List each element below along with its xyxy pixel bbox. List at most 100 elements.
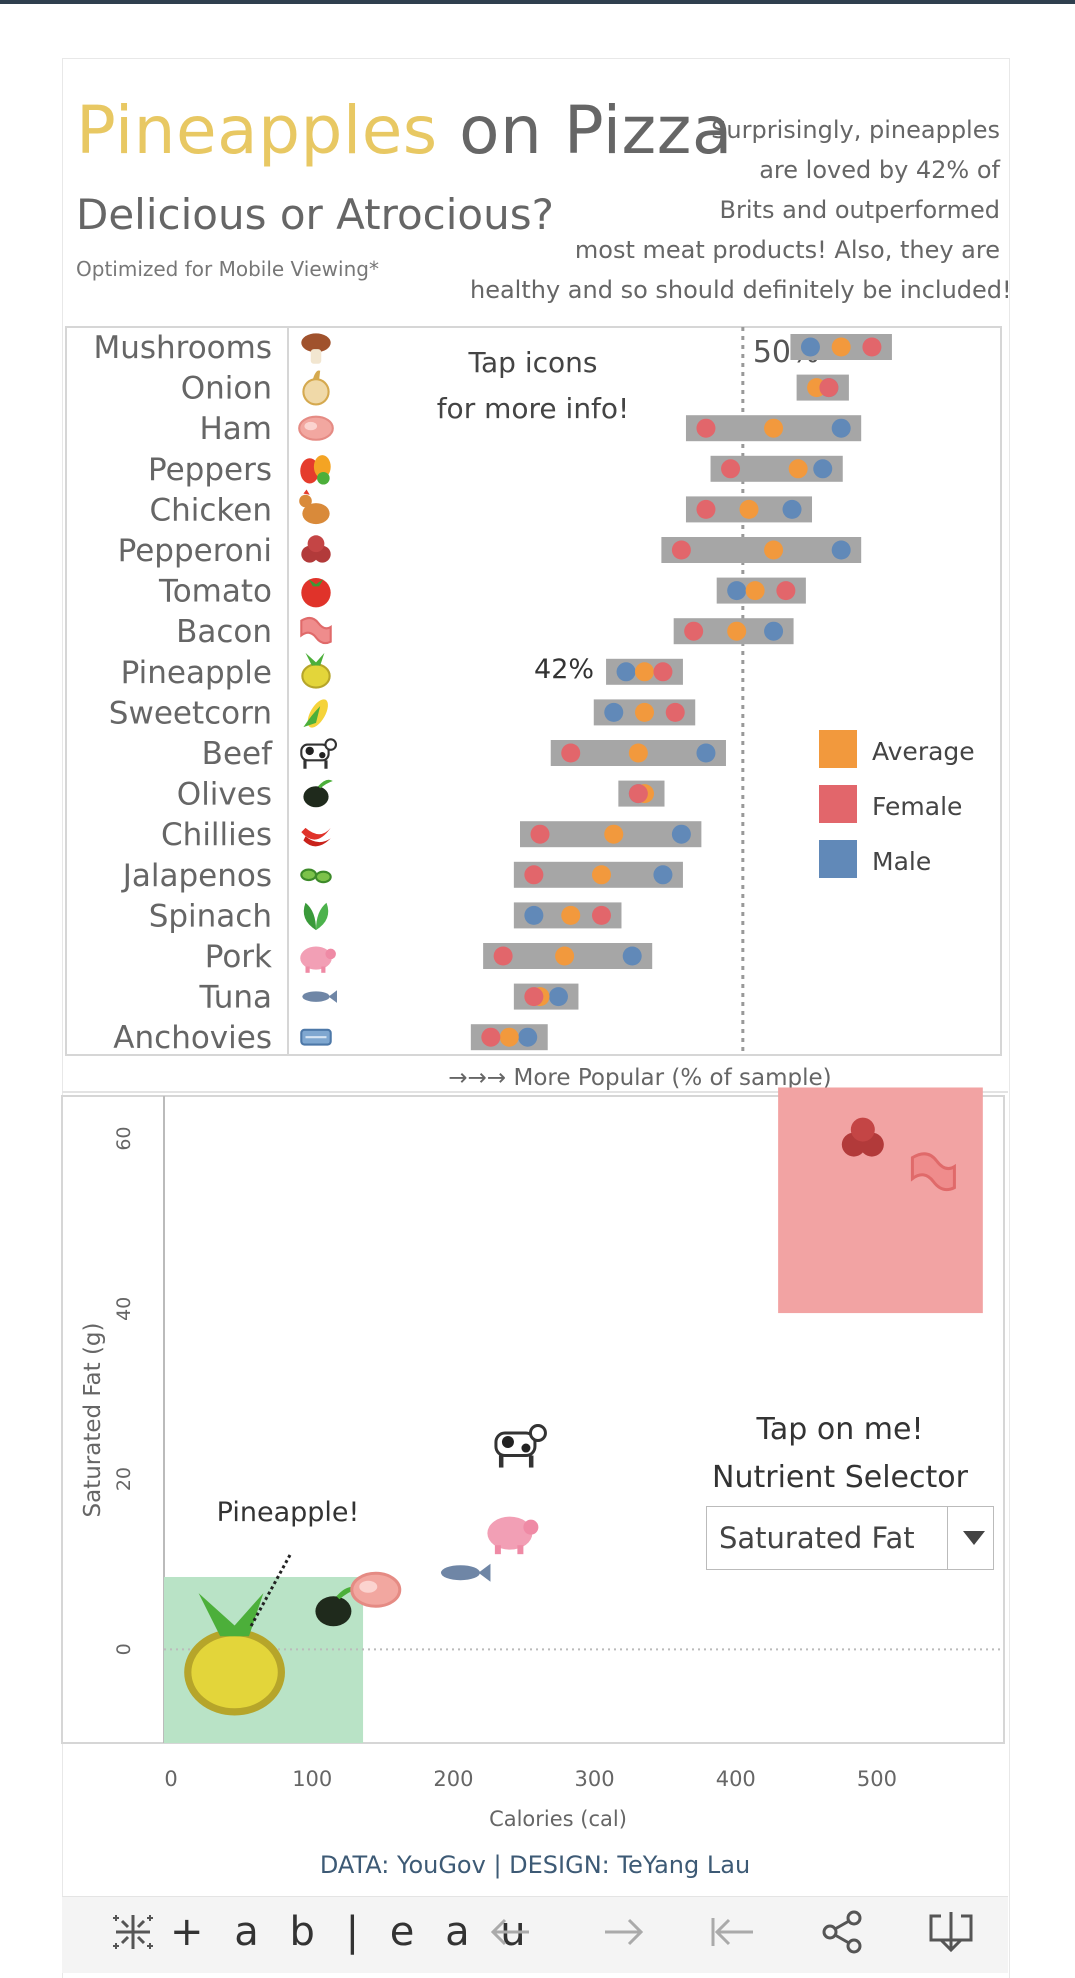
female-point[interactable] bbox=[862, 337, 882, 357]
chilli-icon[interactable] bbox=[301, 827, 331, 847]
male-point[interactable] bbox=[800, 337, 820, 357]
legend-swatch bbox=[819, 730, 857, 768]
female-point[interactable] bbox=[653, 662, 673, 682]
fish-icon[interactable] bbox=[302, 990, 337, 1003]
average-point[interactable] bbox=[831, 337, 851, 357]
onion-icon[interactable] bbox=[302, 370, 330, 406]
tableau-logo[interactable]: + a b | e a u bbox=[108, 1906, 535, 1958]
anchovy-icon[interactable] bbox=[300, 1028, 332, 1046]
description: Surprisingly, pineapples are loved by 42… bbox=[470, 110, 1012, 310]
female-point[interactable] bbox=[591, 905, 611, 925]
callout-pointer bbox=[248, 1554, 292, 1629]
x-tick-label: 200 bbox=[433, 1767, 473, 1791]
female-point[interactable] bbox=[671, 540, 691, 560]
male-point[interactable] bbox=[696, 743, 716, 763]
category-label: Tuna bbox=[198, 980, 272, 1016]
bacon-icon[interactable] bbox=[300, 616, 332, 645]
female-point[interactable] bbox=[561, 743, 581, 763]
female-point[interactable] bbox=[721, 459, 741, 479]
download-icon bbox=[929, 1912, 973, 1953]
ham-icon[interactable] bbox=[350, 1571, 402, 1608]
average-point[interactable] bbox=[764, 418, 784, 438]
male-point[interactable] bbox=[524, 905, 544, 925]
cow-icon[interactable] bbox=[494, 1424, 547, 1468]
average-point[interactable] bbox=[499, 1027, 519, 1047]
average-point[interactable] bbox=[561, 905, 581, 925]
category-label: Jalapenos bbox=[121, 858, 272, 894]
male-point[interactable] bbox=[616, 662, 636, 682]
male-point[interactable] bbox=[764, 621, 784, 641]
spinach-icon[interactable] bbox=[303, 902, 329, 931]
nutrient-selector-title: Nutrient Selector bbox=[712, 1460, 968, 1495]
pineapple-icon[interactable] bbox=[184, 1593, 285, 1716]
pineapple-icon[interactable] bbox=[301, 652, 331, 689]
average-point[interactable] bbox=[635, 662, 654, 682]
range-bar[interactable] bbox=[661, 537, 862, 563]
female-point[interactable] bbox=[819, 378, 839, 398]
female-point[interactable] bbox=[776, 581, 796, 601]
download-button[interactable] bbox=[924, 1908, 978, 1956]
female-point[interactable] bbox=[493, 946, 513, 966]
average-point[interactable] bbox=[591, 865, 611, 885]
average-point[interactable] bbox=[788, 459, 808, 479]
female-point[interactable] bbox=[524, 865, 544, 885]
male-point[interactable] bbox=[518, 1027, 538, 1047]
sweetcorn-icon[interactable] bbox=[303, 696, 332, 731]
average-point[interactable] bbox=[739, 499, 759, 519]
female-point[interactable] bbox=[684, 621, 704, 641]
male-point[interactable] bbox=[831, 418, 851, 438]
share-button[interactable] bbox=[816, 1908, 870, 1956]
nutrient-selector-dropdown[interactable]: Saturated Fat bbox=[706, 1506, 994, 1570]
credit-line: DATA: YouGov | DESIGN: TeYang Lau bbox=[319, 1851, 751, 1879]
peppers-icon[interactable] bbox=[300, 455, 331, 485]
male-point[interactable] bbox=[622, 946, 642, 966]
page-subtitle: Delicious or Atrocious? bbox=[76, 190, 554, 239]
average-point[interactable] bbox=[764, 540, 784, 560]
female-point[interactable] bbox=[696, 499, 716, 519]
chicken-icon[interactable] bbox=[299, 489, 330, 525]
title-highlight: Pineapples bbox=[76, 92, 438, 169]
category-label: Anchovies bbox=[113, 1020, 272, 1056]
male-point[interactable] bbox=[548, 987, 568, 1007]
average-point[interactable] bbox=[628, 743, 648, 763]
pepperoni-icon[interactable] bbox=[301, 535, 331, 563]
female-point[interactable] bbox=[628, 784, 648, 804]
pepperoni-icon[interactable] bbox=[841, 1117, 884, 1157]
jalapeno-icon[interactable] bbox=[300, 868, 332, 884]
male-point[interactable] bbox=[671, 824, 691, 844]
average-point[interactable] bbox=[604, 824, 624, 844]
mushroom-icon[interactable] bbox=[301, 333, 331, 364]
male-point[interactable] bbox=[727, 581, 747, 601]
female-point[interactable] bbox=[481, 1027, 501, 1047]
category-label: Spinach bbox=[149, 898, 272, 934]
female-point[interactable] bbox=[665, 702, 685, 722]
fish-icon[interactable] bbox=[440, 1563, 491, 1582]
category-label: Olives bbox=[177, 777, 272, 813]
average-point[interactable] bbox=[727, 621, 747, 641]
description-line: are loved by 42% of bbox=[759, 156, 1000, 184]
male-point[interactable] bbox=[813, 459, 833, 479]
average-point[interactable] bbox=[745, 581, 765, 601]
average-point[interactable] bbox=[635, 702, 654, 722]
undo-button[interactable] bbox=[484, 1908, 538, 1956]
revert-button[interactable] bbox=[706, 1908, 760, 1956]
tomato-icon[interactable] bbox=[301, 578, 331, 608]
male-point[interactable] bbox=[782, 499, 802, 519]
female-point[interactable] bbox=[524, 987, 544, 1007]
olive-icon[interactable] bbox=[303, 779, 333, 808]
male-point[interactable] bbox=[831, 540, 851, 560]
female-point[interactable] bbox=[696, 418, 716, 438]
bacon-icon[interactable] bbox=[910, 1152, 956, 1192]
pig-icon[interactable] bbox=[300, 946, 336, 973]
category-label: Tomato bbox=[158, 574, 272, 610]
pig-icon[interactable] bbox=[487, 1516, 539, 1555]
chevron-down-icon[interactable] bbox=[963, 1531, 985, 1545]
ham-icon[interactable] bbox=[298, 415, 334, 441]
cow-icon[interactable] bbox=[300, 738, 337, 769]
male-point[interactable] bbox=[604, 702, 624, 722]
redo-button[interactable] bbox=[596, 1908, 650, 1956]
male-point[interactable] bbox=[653, 865, 673, 885]
average-point[interactable] bbox=[555, 946, 575, 966]
female-point[interactable] bbox=[530, 824, 550, 844]
